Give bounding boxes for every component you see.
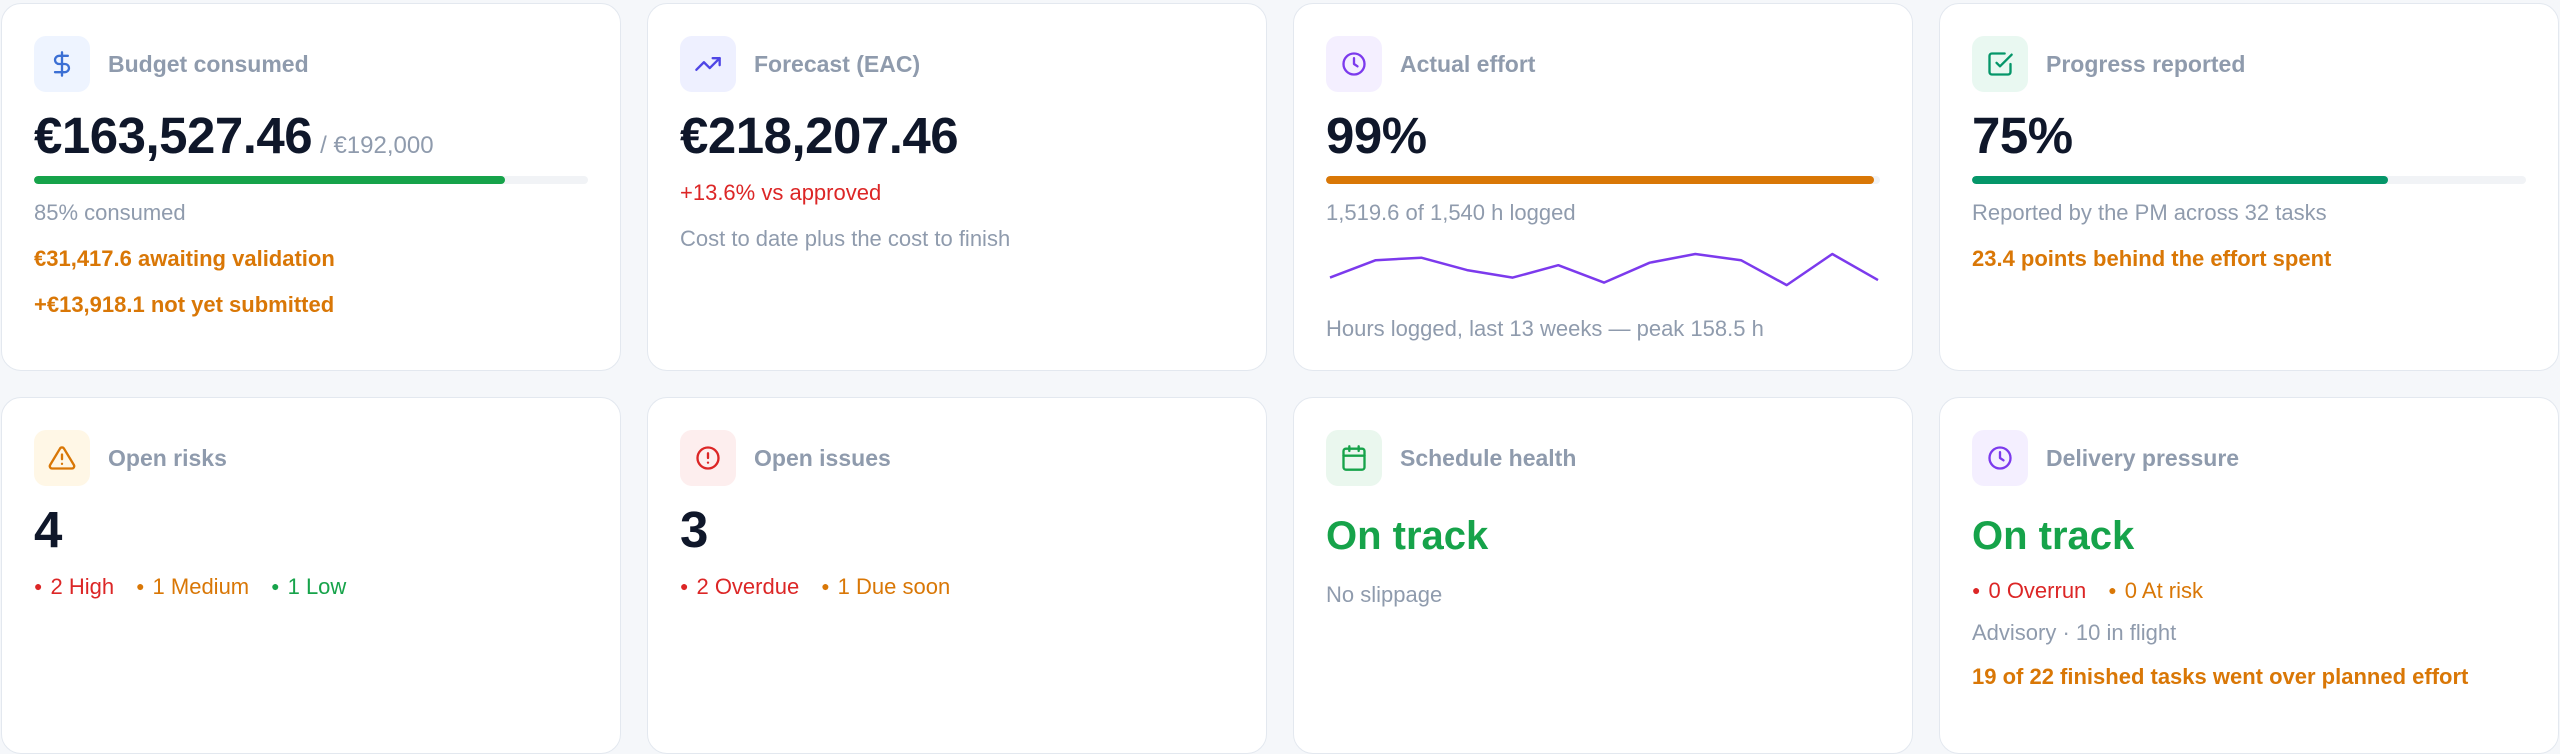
forecast-card: Forecast (EAC) €218,207.46 +13.6% vs app…	[647, 3, 1267, 371]
card-title: Forecast (EAC)	[754, 50, 921, 77]
effort-card: Actual effort 99% 1,519.6 of 1,540 h log…	[1293, 3, 1913, 371]
budget-not-submitted-text: +€13,918.1 not yet submitted	[34, 292, 335, 317]
trending-up-icon	[680, 36, 736, 92]
budget-consumed-text: 85% consumed	[34, 200, 186, 225]
alert-circle-icon	[680, 430, 736, 486]
sparkline-caption: Hours logged, last 13 weeks — peak 158.5…	[1326, 316, 1764, 341]
schedule-note: No slippage	[1326, 582, 1443, 607]
effort-progress-bar	[1326, 176, 1880, 184]
progress-fill	[1972, 176, 2388, 184]
calendar-icon	[1326, 430, 1382, 486]
risks-value: 4	[34, 501, 62, 558]
budget-value: €163,527.46	[34, 107, 313, 164]
delivery-status: On track	[1972, 514, 2135, 558]
progress-behind-text: 23.4 points behind the effort spent	[1972, 246, 2332, 271]
budget-awaiting-text: €31,417.6 awaiting validation	[34, 246, 335, 271]
effort-value: 99%	[1326, 107, 1427, 164]
delivery-over-effort: 19 of 22 finished tasks went over planne…	[1972, 664, 2469, 689]
clock-icon	[1326, 36, 1382, 92]
clock-icon	[1972, 430, 2028, 486]
effort-logged-text: 1,519.6 of 1,540 h logged	[1326, 200, 1576, 225]
risks-medium: 1 Medium	[136, 574, 250, 600]
card-title: Open issues	[754, 444, 891, 471]
progress-card: Progress reported 75% Reported by the PM…	[1939, 3, 2559, 371]
issues-due-soon: 1 Due soon	[821, 574, 951, 600]
delivery-advisory: Advisory · 10 in flight	[1972, 620, 2177, 645]
issues-card: Open issues 3 2 Overdue 1 Due soon	[647, 397, 1267, 754]
budget-total: / €192,000	[320, 132, 434, 159]
card-title: Budget consumed	[108, 50, 309, 77]
risks-low: 1 Low	[271, 574, 347, 600]
budget-progress-bar	[34, 176, 588, 184]
card-title: Open risks	[108, 444, 227, 471]
forecast-note: Cost to date plus the cost to finish	[680, 226, 1011, 251]
budget-progress-fill	[34, 176, 505, 184]
card-title: Actual effort	[1400, 50, 1536, 77]
risks-card: Open risks 4 2 High 1 Medium 1 Low	[1, 397, 621, 754]
schedule-card: Schedule health On track No slippage	[1293, 397, 1913, 754]
hours-sparkline	[1329, 252, 1879, 287]
card-title: Schedule health	[1400, 444, 1577, 471]
delivery-card: Delivery pressure On track 0 Overrun 0 A…	[1939, 397, 2559, 754]
issues-value: 3	[680, 501, 708, 558]
forecast-value: €218,207.46	[680, 107, 959, 164]
delivery-overrun: 0 Overrun	[1972, 578, 2086, 604]
delivery-at-risk: 0 At risk	[2108, 578, 2203, 604]
schedule-status: On track	[1326, 514, 1489, 558]
progress-value: 75%	[1972, 107, 2073, 164]
dollar-icon	[34, 36, 90, 92]
budget-card: Budget consumed €163,527.46 / €192,000 8…	[1, 3, 621, 371]
risks-high: 2 High	[34, 574, 114, 600]
progress-bar	[1972, 176, 2526, 184]
check-square-icon	[1972, 36, 2028, 92]
sparkline-series	[1329, 252, 1879, 287]
card-title: Delivery pressure	[2046, 444, 2240, 471]
forecast-delta: +13.6% vs approved	[680, 180, 882, 205]
issues-overdue: 2 Overdue	[680, 574, 799, 600]
progress-note: Reported by the PM across 32 tasks	[1972, 200, 2327, 225]
card-title: Progress reported	[2046, 50, 2246, 77]
warning-triangle-icon	[34, 430, 90, 486]
effort-progress-fill	[1326, 176, 1875, 184]
